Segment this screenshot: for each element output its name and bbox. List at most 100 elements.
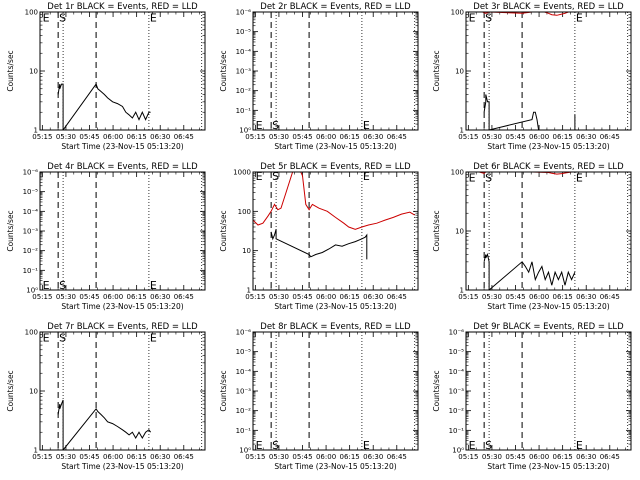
y-tick-label: 10⁻⁵ [236, 348, 252, 356]
x-tick-label: 05:15 [458, 133, 478, 141]
x-tick-label: 06:45 [600, 293, 620, 301]
x-tick-label: 06:00 [316, 133, 336, 141]
plot-area [253, 172, 416, 290]
end-marker: E [469, 12, 476, 25]
x-tick-label: 06:45 [387, 453, 407, 461]
y-tick-label: 10⁻⁶ [236, 9, 252, 17]
chart-title: Det 3r BLACK = Events, RED = LLD [473, 2, 624, 12]
chart-svg: Det 7r BLACK = Events, RED = LLD Counts/s… [6, 322, 206, 471]
x-tick-label: 05:45 [505, 453, 525, 461]
x-tick-label: 06:15 [127, 133, 147, 141]
plot-frame [465, 331, 632, 451]
x-tick-label: 06:30 [150, 293, 170, 301]
end-marker: E [256, 119, 263, 132]
detector-panel-9: Det 9r BLACK = Events, RED = LLD Counts/s… [426, 320, 639, 480]
lld-series-line [253, 172, 415, 230]
x-tick-label: 05:15 [32, 453, 52, 461]
x-tick-label: 05:30 [269, 133, 289, 141]
plot-area [479, 12, 629, 130]
detector-panel-4: Det 4r BLACK = Events, RED = LLD Counts/s… [0, 160, 213, 320]
chart-title: Det 6r BLACK = Events, RED = LLD [473, 162, 624, 172]
chart-svg: Det 6r BLACK = Events, RED = LLD Counts/s… [432, 162, 632, 311]
y-axis-label: Counts/sec [432, 210, 441, 251]
y-tick-label: 10⁻³ [236, 388, 252, 396]
chart-svg: Det 3r BLACK = Events, RED = LLD Counts/s… [432, 2, 632, 151]
x-tick-label: 06:00 [529, 453, 549, 461]
y-tick-label: 10 [455, 68, 464, 76]
end-marker: E [256, 439, 263, 452]
x-tick-label: 06:45 [174, 453, 194, 461]
lld-series-line [476, 172, 572, 175]
x-tick-label: 05:30 [482, 293, 502, 301]
y-tick-label: 10⁻¹ [236, 427, 252, 435]
end-marker: E [43, 12, 50, 25]
chart-title: Det 8r BLACK = Events, RED = LLD [260, 322, 411, 332]
plot-frame [465, 171, 632, 291]
plot-frame [39, 171, 206, 291]
y-tick-label: 10⁻¹ [23, 267, 39, 275]
end-marker: E [256, 170, 263, 183]
x-tick-label: 06:15 [553, 293, 573, 301]
y-tick-label: 10 [29, 68, 38, 76]
events-series-line [57, 399, 152, 450]
y-axis-label: Counts/sec [219, 210, 228, 251]
end-marker: E [363, 170, 370, 183]
y-tick-label: 10⁻³ [449, 388, 465, 396]
y-tick-label: 10 [29, 388, 38, 396]
chart-title: Det 1r BLACK = Events, RED = LLD [47, 2, 198, 12]
y-tick-label: 10⁰ [452, 447, 464, 455]
y-tick-label: 10⁻⁴ [236, 368, 252, 376]
x-tick-label: 06:45 [174, 293, 194, 301]
x-tick-label: 05:45 [505, 293, 525, 301]
x-tick-label: 05:30 [269, 293, 289, 301]
chart-title: Det 2r BLACK = Events, RED = LLD [260, 2, 411, 12]
detector-panel-6: Det 6r BLACK = Events, RED = LLD Counts/s… [426, 160, 639, 320]
x-tick-label: 06:30 [363, 453, 383, 461]
x-tick-label: 06:00 [316, 293, 336, 301]
x-tick-label: 05:15 [458, 453, 478, 461]
x-tick-label: 05:30 [482, 133, 502, 141]
chart-svg: Det 5r BLACK = Events, RED = LLD Counts/s… [219, 162, 419, 311]
chart-svg: Det 4r BLACK = Events, RED = LLD Counts/s… [6, 162, 206, 311]
x-axis-label: Start Time (23-Nov-15 05:13:20) [61, 142, 183, 151]
end-marker: E [43, 332, 50, 345]
x-tick-label: 06:00 [103, 453, 123, 461]
start-marker: S [485, 439, 492, 452]
y-tick-label: 100 [238, 208, 251, 216]
end-marker: E [43, 279, 50, 292]
chart-svg: Det 2r BLACK = Events, RED = LLD Counts/s… [219, 2, 419, 151]
x-axis-label: Start Time (23-Nov-15 05:13:20) [274, 302, 396, 311]
y-tick-label: 100 [451, 169, 464, 177]
x-tick-label: 06:45 [387, 293, 407, 301]
plot-frame [39, 331, 206, 451]
plot-frame [465, 11, 632, 131]
x-tick-label: 05:15 [458, 293, 478, 301]
y-axis-label: Counts/sec [6, 50, 15, 91]
chart-title: Det 5r BLACK = Events, RED = LLD [260, 162, 411, 172]
y-axis-label: Counts/sec [6, 370, 15, 411]
y-tick-label: 1 [34, 447, 38, 455]
y-axis-label: Counts/sec [432, 50, 441, 91]
end-marker: E [150, 332, 157, 345]
x-axis-label: Start Time (23-Nov-15 05:13:20) [487, 462, 609, 471]
x-tick-label: 05:30 [269, 453, 289, 461]
y-tick-label: 10⁻⁶ [23, 169, 39, 177]
y-tick-label: 10⁻² [236, 87, 252, 95]
y-axis-label: Counts/sec [432, 370, 441, 411]
y-tick-label: 10⁻¹ [236, 107, 252, 115]
x-tick-label: 06:15 [553, 453, 573, 461]
y-tick-label: 10⁻⁴ [236, 48, 252, 56]
x-tick-label: 06:30 [363, 293, 383, 301]
lld-series-line [479, 12, 571, 16]
x-tick-label: 05:30 [56, 133, 76, 141]
x-tick-label: 06:00 [529, 133, 549, 141]
x-axis-label: Start Time (23-Nov-15 05:13:20) [274, 142, 396, 151]
plot-area [483, 332, 629, 450]
x-tick-label: 05:45 [79, 133, 99, 141]
events-series-line [483, 94, 576, 130]
y-tick-label: 10⁻⁴ [449, 368, 465, 376]
y-tick-label: 1 [460, 287, 464, 295]
x-tick-label: 05:15 [32, 293, 52, 301]
plot-frame [252, 331, 419, 451]
